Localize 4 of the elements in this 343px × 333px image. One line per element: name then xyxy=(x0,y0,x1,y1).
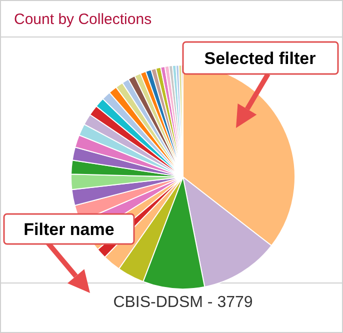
text: CBIS-DDSM - 3779 xyxy=(113,294,253,311)
text: Selected filter xyxy=(204,49,316,68)
chart-title: Count by Collections xyxy=(14,11,152,28)
text: Filter name xyxy=(24,220,114,239)
